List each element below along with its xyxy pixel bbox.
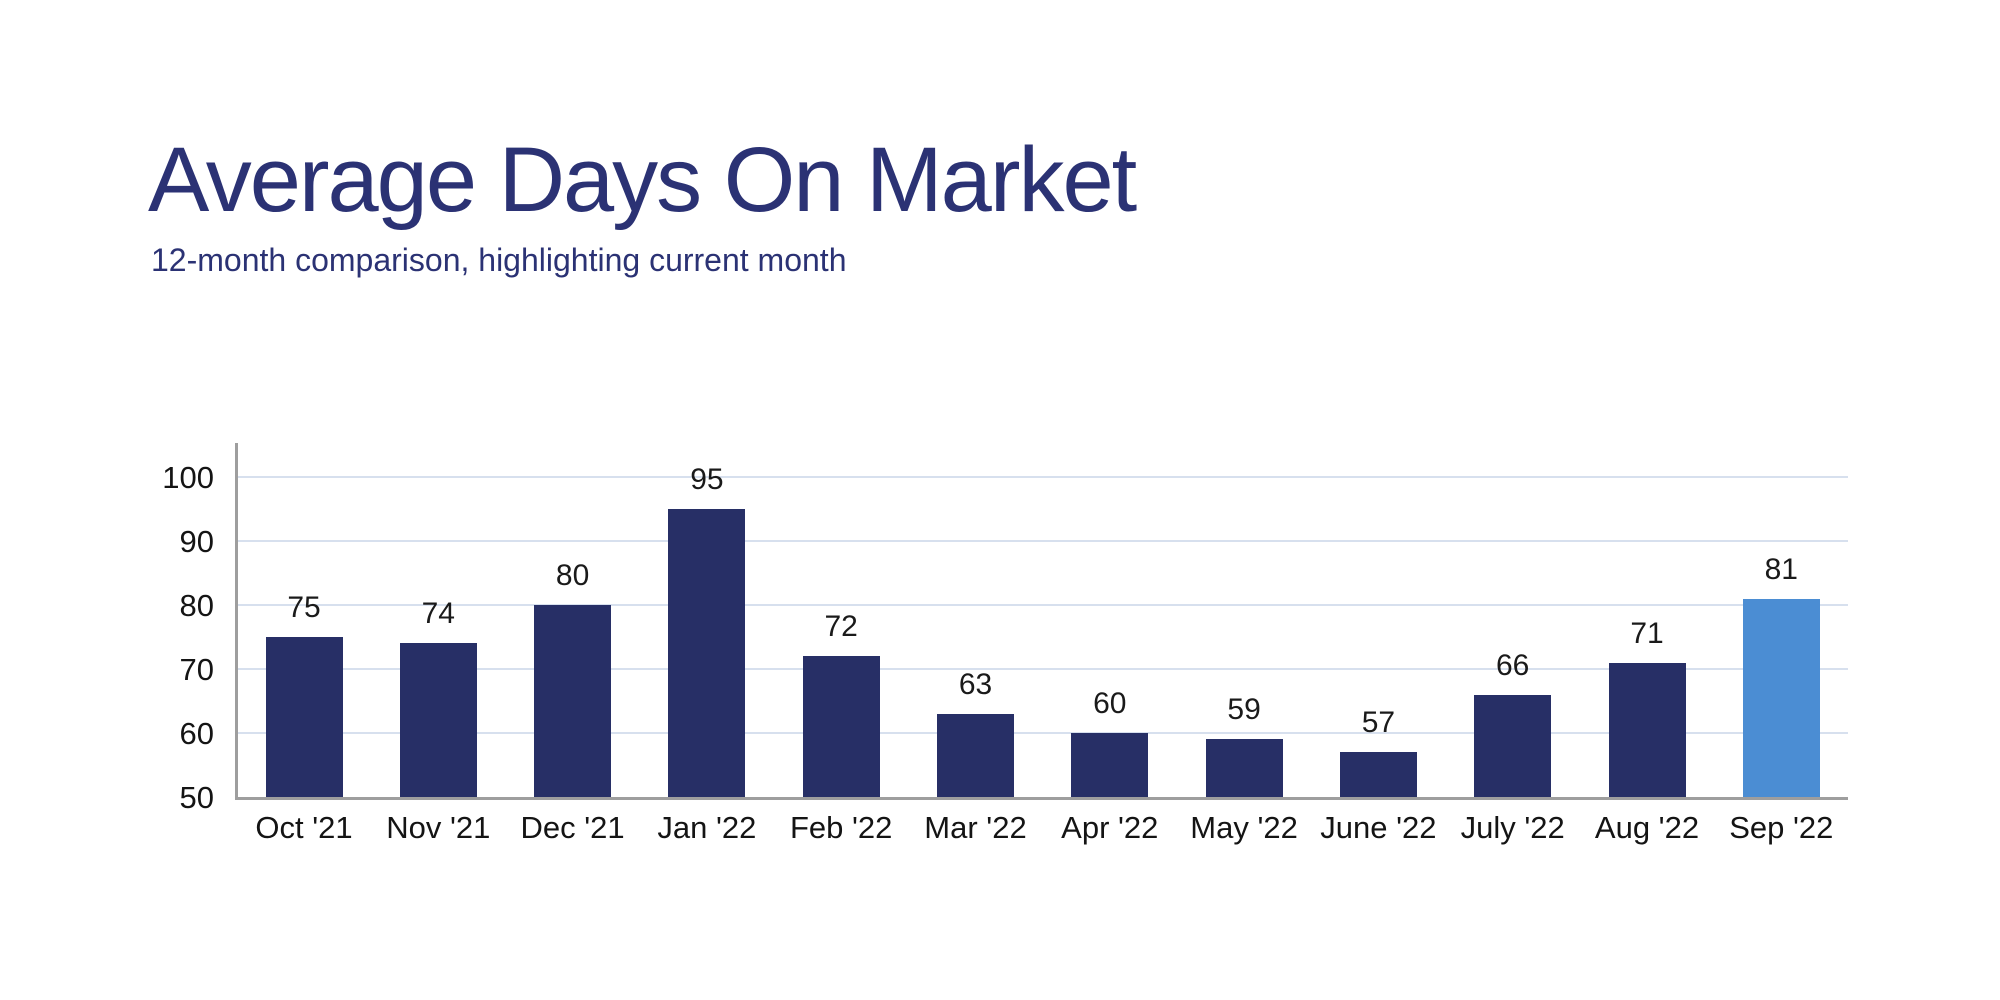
bar <box>1071 733 1149 797</box>
gridline <box>238 476 1848 478</box>
y-tick-label: 100 <box>162 460 214 495</box>
bar-value-label: 95 <box>690 463 724 496</box>
bar <box>399 643 477 797</box>
x-tick-label: Nov '21 <box>386 810 491 845</box>
bar-value-label: 63 <box>958 667 993 701</box>
x-tick-label: Aug '22 <box>1594 810 1700 845</box>
x-tick-label: Apr '22 <box>1061 810 1159 845</box>
gridline <box>238 540 1848 542</box>
bar <box>534 605 612 797</box>
bar-value-label: 75 <box>287 591 321 624</box>
page-subtitle: 12-month comparison, highlighting curren… <box>151 242 847 278</box>
page-title: Average Days On Market <box>148 129 1137 231</box>
bar <box>1339 752 1417 797</box>
x-axis-line <box>235 797 1848 800</box>
x-tick-label: Oct '21 <box>255 810 353 845</box>
x-tick-label: July '22 <box>1460 810 1565 845</box>
bar-value-label: 74 <box>421 597 455 631</box>
y-tick-label: 60 <box>179 716 214 751</box>
x-tick-label: Dec '21 <box>520 810 625 845</box>
bar-value-label: 81 <box>1764 552 1798 586</box>
bar-value-label: 72 <box>824 610 858 644</box>
bar-value-label: 60 <box>1093 687 1127 720</box>
bar-current-month <box>1742 598 1820 797</box>
y-tick-label: 50 <box>179 780 214 815</box>
gridline <box>238 668 1848 670</box>
bar <box>802 656 880 797</box>
bar <box>1608 662 1686 797</box>
bar-value-label: 59 <box>1227 693 1261 727</box>
y-tick-label: 90 <box>179 524 214 559</box>
gridline <box>238 732 1848 734</box>
bar-value-label: 57 <box>1361 706 1396 740</box>
x-tick-label: Feb '22 <box>789 810 893 845</box>
bar-value-label: 80 <box>555 559 590 592</box>
x-tick-label: May '22 <box>1190 810 1298 845</box>
y-tick-label: 80 <box>179 588 214 623</box>
x-tick-label: Mar '22 <box>924 810 1027 845</box>
bar-value-label: 66 <box>1496 648 1530 682</box>
bar-value-label: 71 <box>1630 616 1664 650</box>
bar <box>668 509 746 797</box>
x-tick-label: Sep '22 <box>1729 810 1834 845</box>
bar <box>1205 739 1283 797</box>
bar <box>937 713 1014 797</box>
bar <box>1474 694 1552 797</box>
x-tick-label: June '22 <box>1320 810 1437 845</box>
x-tick-label: Jan '22 <box>657 810 757 845</box>
y-axis-line <box>235 443 238 800</box>
y-tick-label: 70 <box>179 652 214 687</box>
gridline <box>238 604 1848 606</box>
bar <box>265 637 343 797</box>
